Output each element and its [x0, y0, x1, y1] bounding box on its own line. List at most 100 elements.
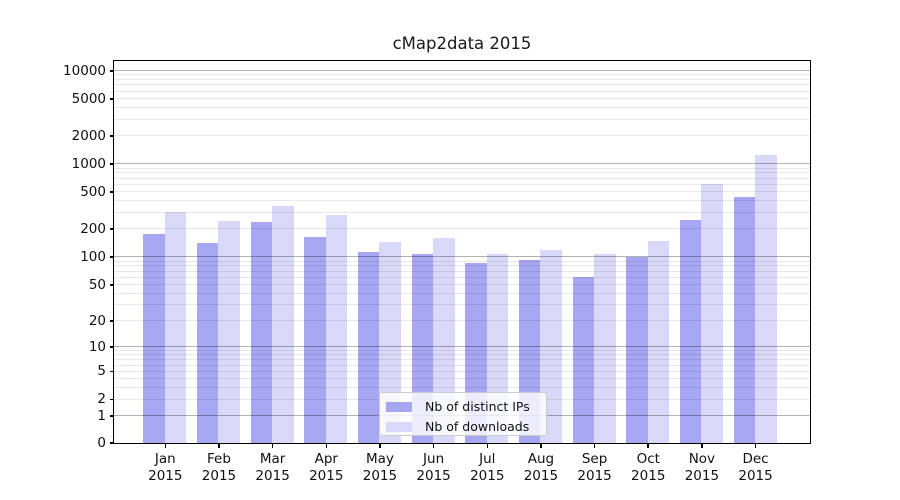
- x-tick-mark: [593, 444, 596, 448]
- y-tick-mark: [109, 370, 114, 373]
- y-tick-label: 5: [97, 363, 106, 380]
- y-tick-mark: [109, 228, 114, 230]
- y-tick-label: 200: [80, 220, 106, 237]
- x-tick-label: Dec 2015: [738, 451, 773, 484]
- legend-swatch-distinct-ips: [386, 401, 412, 412]
- y-tick-label: 500: [80, 183, 106, 200]
- bar-jan-distinct-ips: [143, 233, 165, 443]
- gridline-minor: [114, 359, 810, 361]
- legend: Nb of distinct IPs Nb of downloads: [379, 392, 547, 436]
- gridline-minor: [114, 107, 810, 109]
- y-tick-label: 10000: [63, 62, 106, 79]
- legend-item-downloads: Nb of downloads: [386, 418, 546, 435]
- gridline-minor: [114, 364, 810, 366]
- gridline-minor: [114, 265, 810, 267]
- bar-mar-downloads: [272, 206, 294, 443]
- x-tick-label: Aug 2015: [523, 451, 559, 484]
- x-tick-mark: [486, 444, 488, 448]
- x-tick-mark: [432, 444, 435, 448]
- bar-feb-downloads: [218, 221, 240, 443]
- gridline-minor: [114, 378, 810, 380]
- gridline-minor: [114, 191, 810, 193]
- y-tick-mark: [109, 415, 114, 417]
- y-tick-mark: [109, 320, 114, 322]
- gridline-major: [114, 70, 810, 72]
- bar-oct-downloads: [647, 241, 670, 443]
- y-tick-label: 2: [97, 391, 106, 408]
- x-tick-mark: [271, 444, 274, 448]
- legend-label-distinct-ips: Nb of distinct IPs: [425, 399, 530, 414]
- x-tick-label: Mar 2015: [255, 451, 290, 484]
- gridline-minor: [114, 135, 810, 137]
- y-tick-mark: [109, 346, 114, 348]
- legend-label-downloads: Nb of downloads: [425, 419, 530, 434]
- x-tick-label: Jul 2015: [470, 451, 505, 484]
- bar-dec-downloads: [755, 155, 777, 443]
- bar-apr-distinct-ips: [304, 237, 326, 443]
- x-tick-label: Jan 2015: [148, 451, 183, 484]
- gridline-major: [114, 256, 810, 258]
- bar-oct-distinct-ips: [626, 256, 648, 443]
- y-tick-mark: [109, 442, 114, 444]
- x-tick-label: Nov 2015: [684, 451, 720, 484]
- bar-mar-distinct-ips: [250, 222, 273, 443]
- gridline-minor: [114, 292, 810, 294]
- gridline-minor: [114, 284, 810, 286]
- gridline-minor: [114, 98, 810, 100]
- x-tick-mark: [701, 444, 703, 448]
- y-tick-mark: [109, 135, 114, 137]
- gridline-minor: [114, 320, 810, 322]
- gridline-minor: [114, 370, 810, 372]
- bar-sep-downloads: [594, 253, 616, 443]
- y-tick-label: 5000: [71, 90, 106, 107]
- y-tick-mark: [109, 256, 114, 258]
- y-tick-label: 10: [88, 338, 106, 355]
- gridline-minor: [114, 304, 810, 306]
- x-tick-mark: [754, 444, 757, 448]
- y-tick-label: 1000: [71, 155, 106, 172]
- x-tick-mark: [647, 444, 649, 448]
- x-tick-label: Jun 2015: [416, 451, 451, 484]
- gridline-minor: [114, 172, 810, 174]
- x-tick-label: May 2015: [362, 451, 398, 484]
- gridline-minor: [114, 167, 810, 169]
- plot-area: [113, 60, 811, 444]
- bar-sep-distinct-ips: [572, 277, 595, 443]
- gridline-major: [114, 346, 810, 348]
- y-tick-mark: [109, 284, 114, 286]
- bar-feb-distinct-ips: [196, 242, 219, 443]
- gridline-minor: [114, 270, 810, 272]
- y-tick-label: 50: [88, 276, 106, 293]
- x-tick-label: Feb 2015: [201, 451, 237, 484]
- gridline-minor: [114, 177, 810, 179]
- gridline-minor: [114, 74, 810, 76]
- y-tick-label: 0: [97, 434, 106, 451]
- gridline-minor: [114, 90, 810, 92]
- y-tick-mark: [109, 191, 114, 193]
- bar-dec-distinct-ips: [733, 197, 756, 443]
- y-tick-mark: [109, 70, 114, 72]
- legend-swatch-downloads: [386, 421, 412, 432]
- gridline-minor: [114, 387, 810, 389]
- gridline-minor: [114, 200, 810, 202]
- legend-item-distinct-ips: Nb of distinct IPs: [386, 398, 546, 415]
- gridline-major: [114, 163, 810, 165]
- x-tick-mark: [540, 444, 542, 448]
- chart-title: cMap2data 2015: [392, 34, 532, 53]
- x-tick-label: Sep 2015: [577, 451, 612, 484]
- gridline-minor: [114, 84, 810, 86]
- gridline-minor: [114, 184, 810, 186]
- y-tick-label: 2000: [71, 127, 106, 144]
- x-tick-mark: [325, 444, 328, 448]
- y-tick-label: 1: [97, 407, 106, 424]
- gridline-minor: [114, 118, 810, 120]
- y-tick-mark: [109, 98, 114, 100]
- y-tick-label: 100: [80, 248, 106, 265]
- bar-jan-downloads: [164, 212, 187, 443]
- bar-apr-downloads: [325, 215, 348, 443]
- gridline-minor: [114, 212, 810, 214]
- gridline-minor: [114, 354, 810, 356]
- x-tick-mark: [218, 444, 220, 448]
- bar-may-distinct-ips: [357, 252, 380, 443]
